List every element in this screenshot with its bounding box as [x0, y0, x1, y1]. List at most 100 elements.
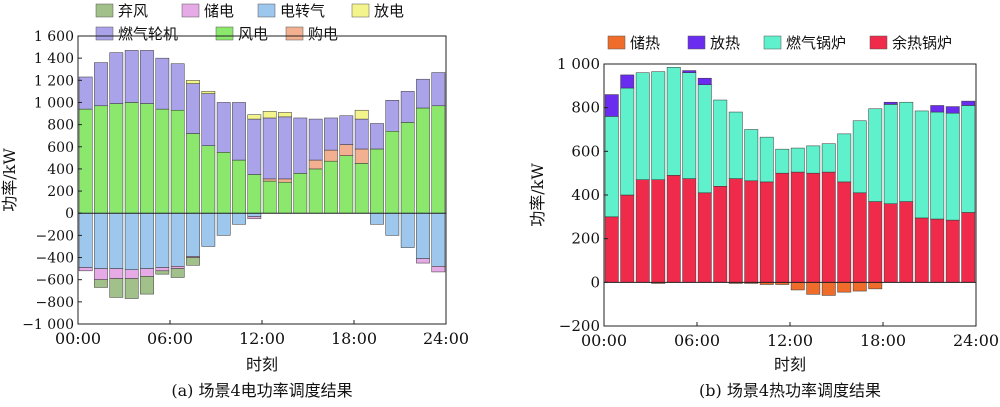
legend-b: 储热 放热 燃气锅炉 余热锅炉: [607, 34, 952, 52]
bar-segment: [604, 116, 619, 218]
bar-segment: [109, 268, 124, 279]
legend-swatch: [181, 3, 200, 18]
bar-segment: [728, 178, 743, 283]
legend-swatch: [95, 26, 114, 41]
bar-segment: [216, 212, 231, 236]
bar-segment: [186, 80, 200, 84]
bar-segment: [806, 145, 821, 174]
bar-segment: [247, 118, 262, 175]
bar-segment: [124, 278, 139, 299]
legend-label: 风电: [238, 25, 268, 43]
bar-segment: [883, 101, 898, 105]
bar-segment: [170, 63, 185, 111]
bar-segment: [682, 178, 697, 283]
legend-label: 余热锅炉: [892, 34, 952, 52]
bar-segment: [278, 181, 292, 214]
bar-segment: [109, 278, 124, 298]
bar-segment: [293, 173, 308, 214]
bar-segment: [697, 77, 712, 85]
y-tick-label: 1 200: [34, 73, 74, 89]
bar-segment: [759, 181, 774, 283]
bar-segment: [78, 267, 93, 272]
bar-segment: [140, 212, 154, 269]
legend-swatch: [285, 26, 304, 41]
bars-b: [604, 67, 976, 296]
y-tick-label: 200: [47, 184, 74, 200]
y-tick-label: 800: [571, 99, 600, 117]
x-tick-label: 12:00: [239, 329, 285, 348]
bar-segment: [124, 102, 139, 214]
bar-segment: [186, 257, 200, 266]
bar-segment: [201, 93, 216, 146]
bar-segment: [744, 180, 759, 283]
bar-segment: [416, 212, 430, 259]
bar-segment: [155, 57, 170, 110]
bar-segment: [697, 84, 712, 194]
bar-segment: [961, 105, 976, 213]
legend-label: 放热: [710, 34, 740, 52]
bar-segment: [354, 109, 369, 120]
bar-segment: [914, 217, 929, 283]
panel-b-heat-power: 储热 放热 燃气锅炉 余热锅炉 1 000 800 600 400 200 0 −20000…: [528, 34, 999, 400]
legend-swatch: [687, 35, 706, 50]
x-axis-label-b: 时刻: [774, 355, 806, 374]
bar-segment: [354, 163, 369, 214]
bar-segment: [262, 111, 277, 119]
bar-segment: [821, 171, 836, 283]
bar-segment: [155, 212, 170, 268]
x-tick-label: 24:00: [423, 329, 469, 348]
bar-segment: [247, 114, 262, 120]
x-tick-label: 00:00: [55, 329, 101, 348]
bar-segment: [232, 159, 246, 214]
legend-label: 储电: [204, 2, 234, 20]
bar-segment: [293, 117, 308, 174]
bar-segment: [930, 218, 945, 283]
y-tick-label: 0: [65, 206, 74, 222]
bar-segment: [247, 216, 262, 220]
bar-segment: [339, 115, 354, 145]
bar-segment: [775, 148, 790, 174]
bar-segment: [140, 50, 154, 104]
y-axis-label-b: 功率/kW: [528, 163, 547, 227]
bar-segment: [216, 152, 231, 214]
bar-segment: [713, 99, 728, 187]
bar-segment: [416, 107, 430, 214]
legend-label: 电转气: [280, 2, 325, 20]
y-tick-label: 200: [571, 230, 600, 248]
y-tick-label: 1 400: [34, 51, 74, 67]
bar-segment: [308, 118, 323, 161]
bar-segment: [308, 168, 323, 214]
bar-segment: [400, 91, 415, 123]
bar-segment: [790, 282, 805, 291]
bar-segment: [278, 178, 292, 183]
legend-a: 弃风 储电 电转气 放电 燃气轮机 风电 购电: [95, 2, 404, 43]
x-tick-label: 00:00: [581, 331, 627, 350]
bar-segment: [339, 144, 354, 156]
bar-segment: [914, 110, 929, 219]
bar-segment: [140, 103, 154, 214]
bar-segment: [883, 203, 898, 283]
bar-segment: [370, 148, 384, 214]
bar-segment: [431, 72, 446, 107]
y-tick-label: 600: [571, 142, 600, 160]
bar-segment: [201, 145, 216, 214]
bar-segment: [604, 94, 619, 117]
bar-segment: [945, 106, 960, 114]
legend-swatch: [763, 35, 782, 50]
bar-segment: [852, 120, 867, 194]
bar-segment: [94, 279, 108, 288]
legend-label: 放电: [374, 2, 404, 20]
bar-segment: [78, 212, 93, 268]
bar-segment: [759, 136, 774, 183]
legend-swatch: [869, 35, 888, 50]
bar-segment: [262, 178, 277, 182]
bar-segment: [124, 269, 139, 279]
bar-segment: [170, 266, 185, 269]
legend-swatch: [257, 3, 276, 18]
y-tick-label: 400: [571, 186, 600, 204]
bar-segment: [961, 100, 976, 106]
bar-segment: [186, 133, 200, 214]
bar-segment: [945, 112, 960, 221]
y-tick-label: −800: [36, 295, 74, 311]
